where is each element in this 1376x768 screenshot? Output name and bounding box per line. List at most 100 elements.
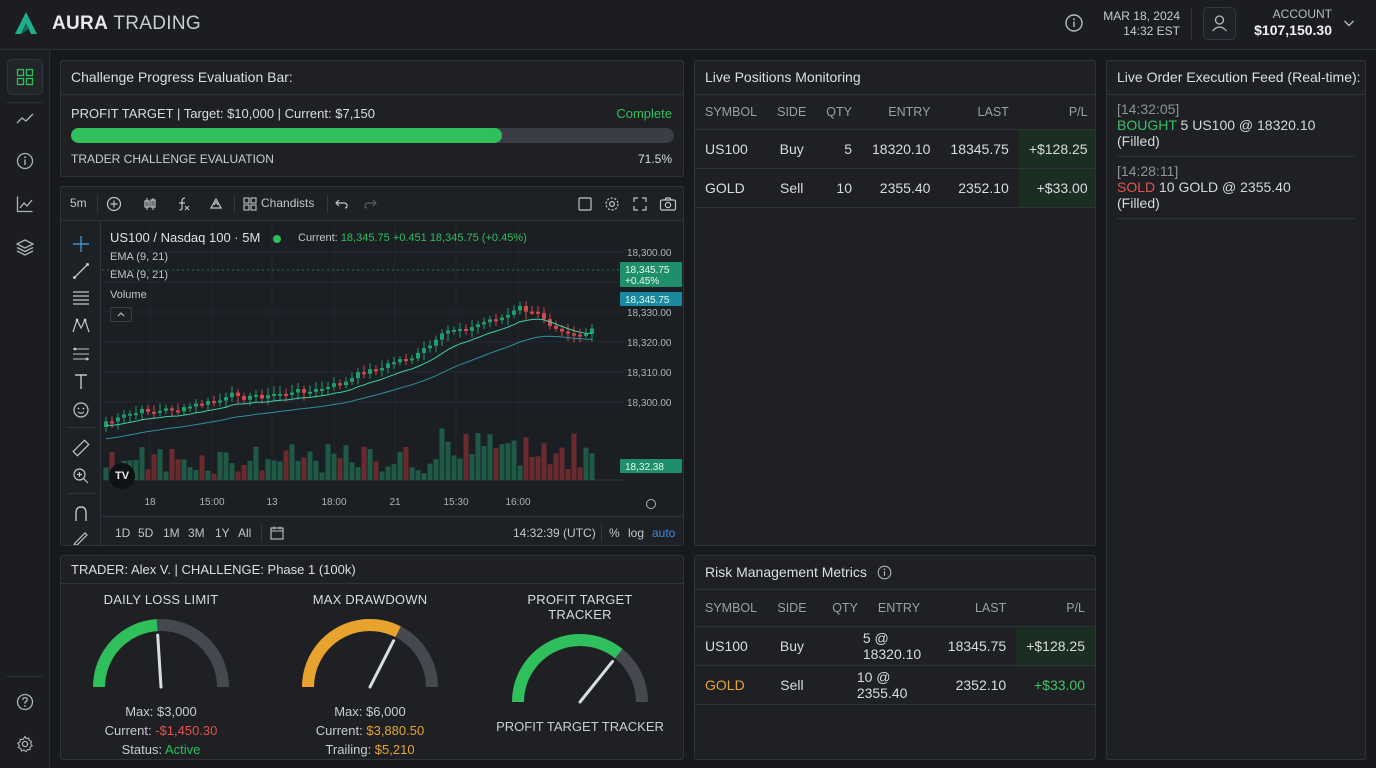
cell-qty-entry: 5 @ 18320.10 xyxy=(816,626,938,666)
current-readout: Current: 18,345.75 +0.451 18,345.75 (+0.… xyxy=(298,232,527,244)
range-1d[interactable]: 1D xyxy=(115,526,131,540)
alert-icon[interactable] xyxy=(208,196,224,212)
indicator-ema-2[interactable]: EMA (9, 21) xyxy=(110,269,169,281)
function-icon[interactable] xyxy=(175,196,191,212)
y-tick-label: 18,300.00 xyxy=(627,248,672,259)
info-icon[interactable] xyxy=(1064,13,1084,33)
volume-bar xyxy=(247,460,253,480)
feed-item[interactable]: [14:28:11] SOLD 10 GOLD @ 2355.40 (Fille… xyxy=(1117,157,1355,219)
candle xyxy=(440,333,444,340)
sidebar-item-help[interactable] xyxy=(7,684,43,720)
camera-icon[interactable] xyxy=(659,196,677,212)
range-3m[interactable]: 3M xyxy=(188,526,205,540)
feed-item[interactable]: [14:32:05] BOUGHT 5 US100 @ 18320.10 (Fi… xyxy=(1117,95,1355,157)
candle xyxy=(122,414,126,418)
crosshair-icon[interactable] xyxy=(71,234,91,254)
sidebar-item-info[interactable] xyxy=(7,143,43,179)
sidebar-item-analytics[interactable] xyxy=(7,186,43,222)
range-5d[interactable]: 5D xyxy=(138,526,154,540)
zoom-in-icon[interactable] xyxy=(71,466,91,486)
trend-line-tool-icon[interactable] xyxy=(71,261,91,281)
cell-symbol: US100 xyxy=(695,626,768,666)
indicator-ema-1[interactable]: EMA (9, 21) xyxy=(110,251,169,263)
range-1y[interactable]: 1Y xyxy=(215,526,230,540)
account-summary[interactable]: ACCOUNT $107,150.30 xyxy=(1240,7,1332,38)
indicator-volume[interactable]: Volume xyxy=(110,289,147,301)
y-tick-label: 18,310.00 xyxy=(627,368,672,379)
gauge-track xyxy=(302,619,438,688)
magnet-icon[interactable] xyxy=(71,504,91,524)
user-icon xyxy=(1212,15,1227,32)
sidebar-item-trends[interactable] xyxy=(7,101,43,137)
calendar-icon[interactable] xyxy=(269,525,285,541)
table-row[interactable]: GOLD Sell 10 2355.40 2352.10 +$33.00 xyxy=(695,168,1095,208)
feed-action: BOUGHT xyxy=(1117,117,1177,133)
sidebar-item-layers[interactable] xyxy=(7,229,43,265)
table-row[interactable]: US100 Buy 5 @ 18320.10 18345.75 +$128.25 xyxy=(695,626,1095,666)
fullscreen-box-icon[interactable] xyxy=(577,196,593,212)
ema-fast-line xyxy=(106,318,593,426)
gear-icon[interactable] xyxy=(604,196,620,212)
current-value: 18,345.75 xyxy=(340,232,390,244)
undo-icon[interactable] xyxy=(334,196,350,212)
table-row[interactable]: US100 Buy 5 18320.10 18345.75 +$128.25 xyxy=(695,129,1095,169)
chevron-down-icon[interactable] xyxy=(1342,16,1356,30)
indicators-grid-icon xyxy=(243,197,257,211)
fib-lines-icon[interactable] xyxy=(71,288,91,308)
volume-bar xyxy=(139,447,145,480)
candle xyxy=(344,381,348,386)
sidebar-item-dashboard[interactable] xyxy=(7,59,43,95)
indicators-button[interactable]: Chandists xyxy=(261,196,315,210)
y-tick-label: 18,320.00 xyxy=(627,338,672,349)
auto-toggle[interactable]: auto xyxy=(652,526,676,540)
volume-bar xyxy=(199,455,205,480)
candle xyxy=(314,388,318,392)
volume-bar xyxy=(469,454,475,480)
candle xyxy=(284,393,288,396)
candle xyxy=(452,329,456,332)
pattern-icon[interactable] xyxy=(71,316,91,336)
collapse-legend-button[interactable] xyxy=(110,307,132,322)
y-tick-label: 18,330.00 xyxy=(627,308,672,319)
pencil-icon[interactable] xyxy=(71,527,91,546)
log-toggle[interactable]: log xyxy=(628,526,645,540)
progress-percent: 71.5% xyxy=(637,152,672,166)
candle xyxy=(170,408,174,411)
candles-icon[interactable] xyxy=(142,196,158,212)
volume-bar xyxy=(175,459,181,480)
emoji-icon[interactable] xyxy=(71,400,91,420)
interval-button[interactable]: 5m xyxy=(70,196,87,210)
volume-bar xyxy=(391,464,397,480)
percent-toggle[interactable]: % xyxy=(609,526,620,540)
x-tick-label: 21 xyxy=(389,497,401,508)
text-tool-icon[interactable] xyxy=(71,372,91,392)
divider xyxy=(234,195,235,213)
add-indicator-icon[interactable] xyxy=(106,196,122,212)
expand-icon[interactable] xyxy=(632,196,648,212)
candle xyxy=(146,408,150,412)
range-1m[interactable]: 1M xyxy=(163,526,180,540)
info-icon[interactable] xyxy=(877,565,892,580)
projection-icon[interactable] xyxy=(71,344,91,364)
redo-icon[interactable] xyxy=(362,196,378,212)
table-row[interactable]: GOLD Sell 10 @ 2355.40 2352.10 +$33.00 xyxy=(695,665,1095,705)
volume-bar xyxy=(499,444,505,480)
user-button[interactable] xyxy=(1203,7,1236,40)
volume-bar xyxy=(541,443,547,480)
cell-pl: +$128.25 xyxy=(1018,129,1095,169)
price-chart[interactable]: 18,300.0018,340.0018,330.0018,320.0018,3… xyxy=(102,222,684,516)
divider xyxy=(97,195,98,213)
range-all[interactable]: All xyxy=(238,526,252,540)
candle xyxy=(224,397,228,401)
feed-status: (Filled) xyxy=(1117,133,1160,149)
volume-bar xyxy=(379,471,385,480)
col-symbol: SYMBOL xyxy=(695,590,768,627)
ruler-icon[interactable] xyxy=(71,438,91,458)
sidebar-item-settings[interactable] xyxy=(7,726,43,762)
candle xyxy=(320,388,324,391)
volume-bar xyxy=(571,433,577,480)
scale-settings-icon[interactable] xyxy=(646,499,656,509)
volume-bar xyxy=(295,460,301,480)
aura-logo-icon xyxy=(15,12,37,34)
volume-bar xyxy=(259,470,265,480)
